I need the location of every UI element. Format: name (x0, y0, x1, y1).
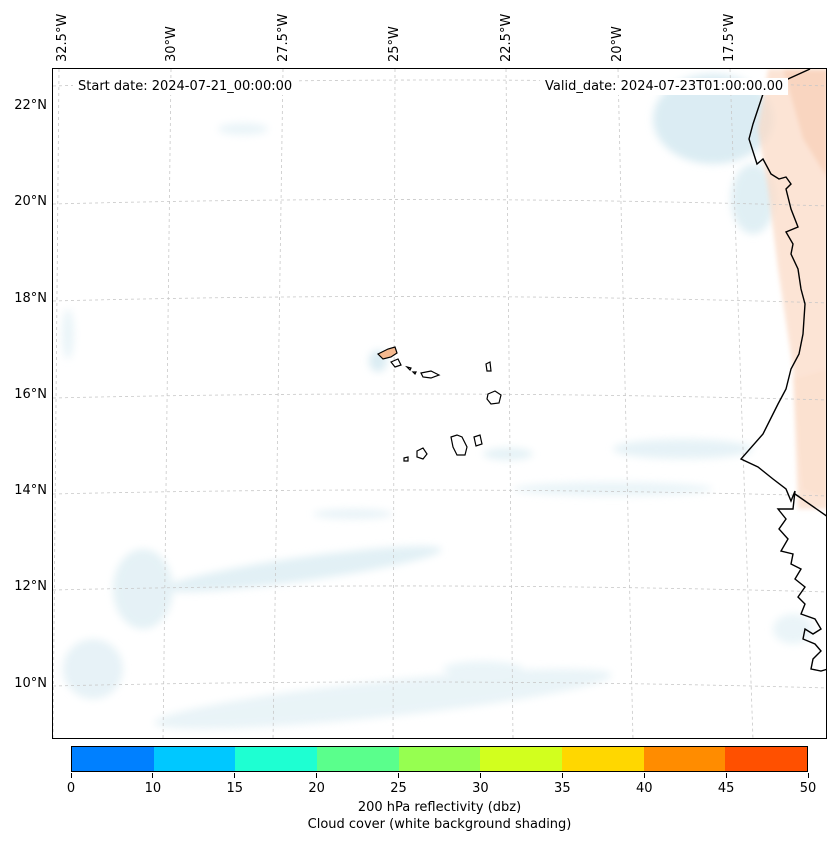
colorbar-tick-label: 30 (472, 781, 489, 796)
colorbar-tick (807, 773, 809, 778)
colorbar-tick (561, 773, 563, 778)
coastline (739, 69, 826, 672)
sao-vicente-island (390, 358, 402, 368)
colorbar-segment-20-25 (317, 747, 399, 771)
colorbar-tick (152, 773, 154, 778)
lon-label-30w: 30°W (164, 26, 179, 62)
start-date-label: Start date: 2024-07-21_00:00:00 (73, 78, 298, 95)
boa-vista-island (486, 390, 502, 405)
graticule (53, 69, 826, 738)
colorbar-tick (234, 773, 236, 778)
colorbar-label-line2: Cloud cover (white background shading) (307, 817, 572, 832)
lat-label-20n: 20°N (14, 194, 47, 209)
lon-label-20w: 20°W (610, 26, 625, 62)
colorbar-tick-label: 40 (635, 781, 653, 796)
colorbar-segment-40-45 (643, 747, 726, 771)
colorbar-segment-0-10 (72, 747, 154, 771)
lon-label-32-5w: 32.5°W (55, 13, 70, 62)
lat-label-14n: 14°N (14, 483, 47, 498)
colorbar-tick (398, 773, 400, 778)
colorbar-tick (479, 773, 481, 778)
colorbar-segment-10-15 (153, 747, 236, 771)
colorbar-tick-label: 0 (66, 781, 76, 796)
colorbar-label-line1: 200 hPa reflectivity (dbz) (357, 800, 522, 815)
sal-island (485, 361, 492, 372)
lon-label-22-5w: 22.5°W (499, 13, 514, 62)
map-canvas[interactable] (52, 68, 827, 739)
colorbar-tick-label: 10 (144, 781, 162, 796)
lat-label-18n: 18°N (14, 291, 47, 306)
colorbar-segment-30-35 (480, 747, 563, 771)
colorbar-segment-35-40 (562, 747, 644, 771)
cape-verde-islands (376, 346, 502, 462)
colorbar-segment-45-50 (725, 747, 808, 771)
colorbar-segment-15-20 (235, 747, 318, 771)
maio-island (473, 434, 483, 447)
colorbar (71, 746, 808, 772)
colorbar-tick-label: 25 (390, 781, 407, 796)
brava-island (403, 456, 409, 462)
lat-label-10n: 10°N (14, 676, 47, 691)
lon-label-17-5w: 17.5°W (722, 13, 737, 62)
colorbar-tick-label: 45 (717, 781, 735, 796)
lat-label-16n: 16°N (14, 387, 47, 402)
colorbar-segment-25-30 (398, 747, 481, 771)
colorbar-tick (725, 773, 727, 778)
colorbar-tick (316, 773, 318, 778)
lat-label-12n: 12°N (14, 579, 47, 594)
lat-label-22n: 22°N (14, 98, 47, 113)
colorbar-tick (643, 773, 645, 778)
reflectivity-shading (758, 69, 826, 509)
map-svg (53, 69, 826, 738)
fogo-island (416, 447, 428, 460)
sao-nicolau-island (420, 370, 441, 379)
valid-date-label: Valid_date: 2024-07-23T01:00:00.00 (540, 78, 789, 95)
santo-antao-island (376, 346, 398, 360)
cloud-cover-shading (62, 74, 813, 729)
colorbar-tick-label: 20 (308, 781, 325, 796)
colorbar-tick (70, 773, 72, 778)
lon-label-25w: 25°W (387, 26, 402, 62)
colorbar-tick-label: 15 (226, 781, 244, 796)
colorbar-tick-label: 35 (554, 781, 571, 796)
santiago-island (450, 434, 468, 456)
colorbar-tick-label: 50 (799, 781, 817, 796)
lon-label-27-5w: 27.5°W (276, 13, 291, 62)
